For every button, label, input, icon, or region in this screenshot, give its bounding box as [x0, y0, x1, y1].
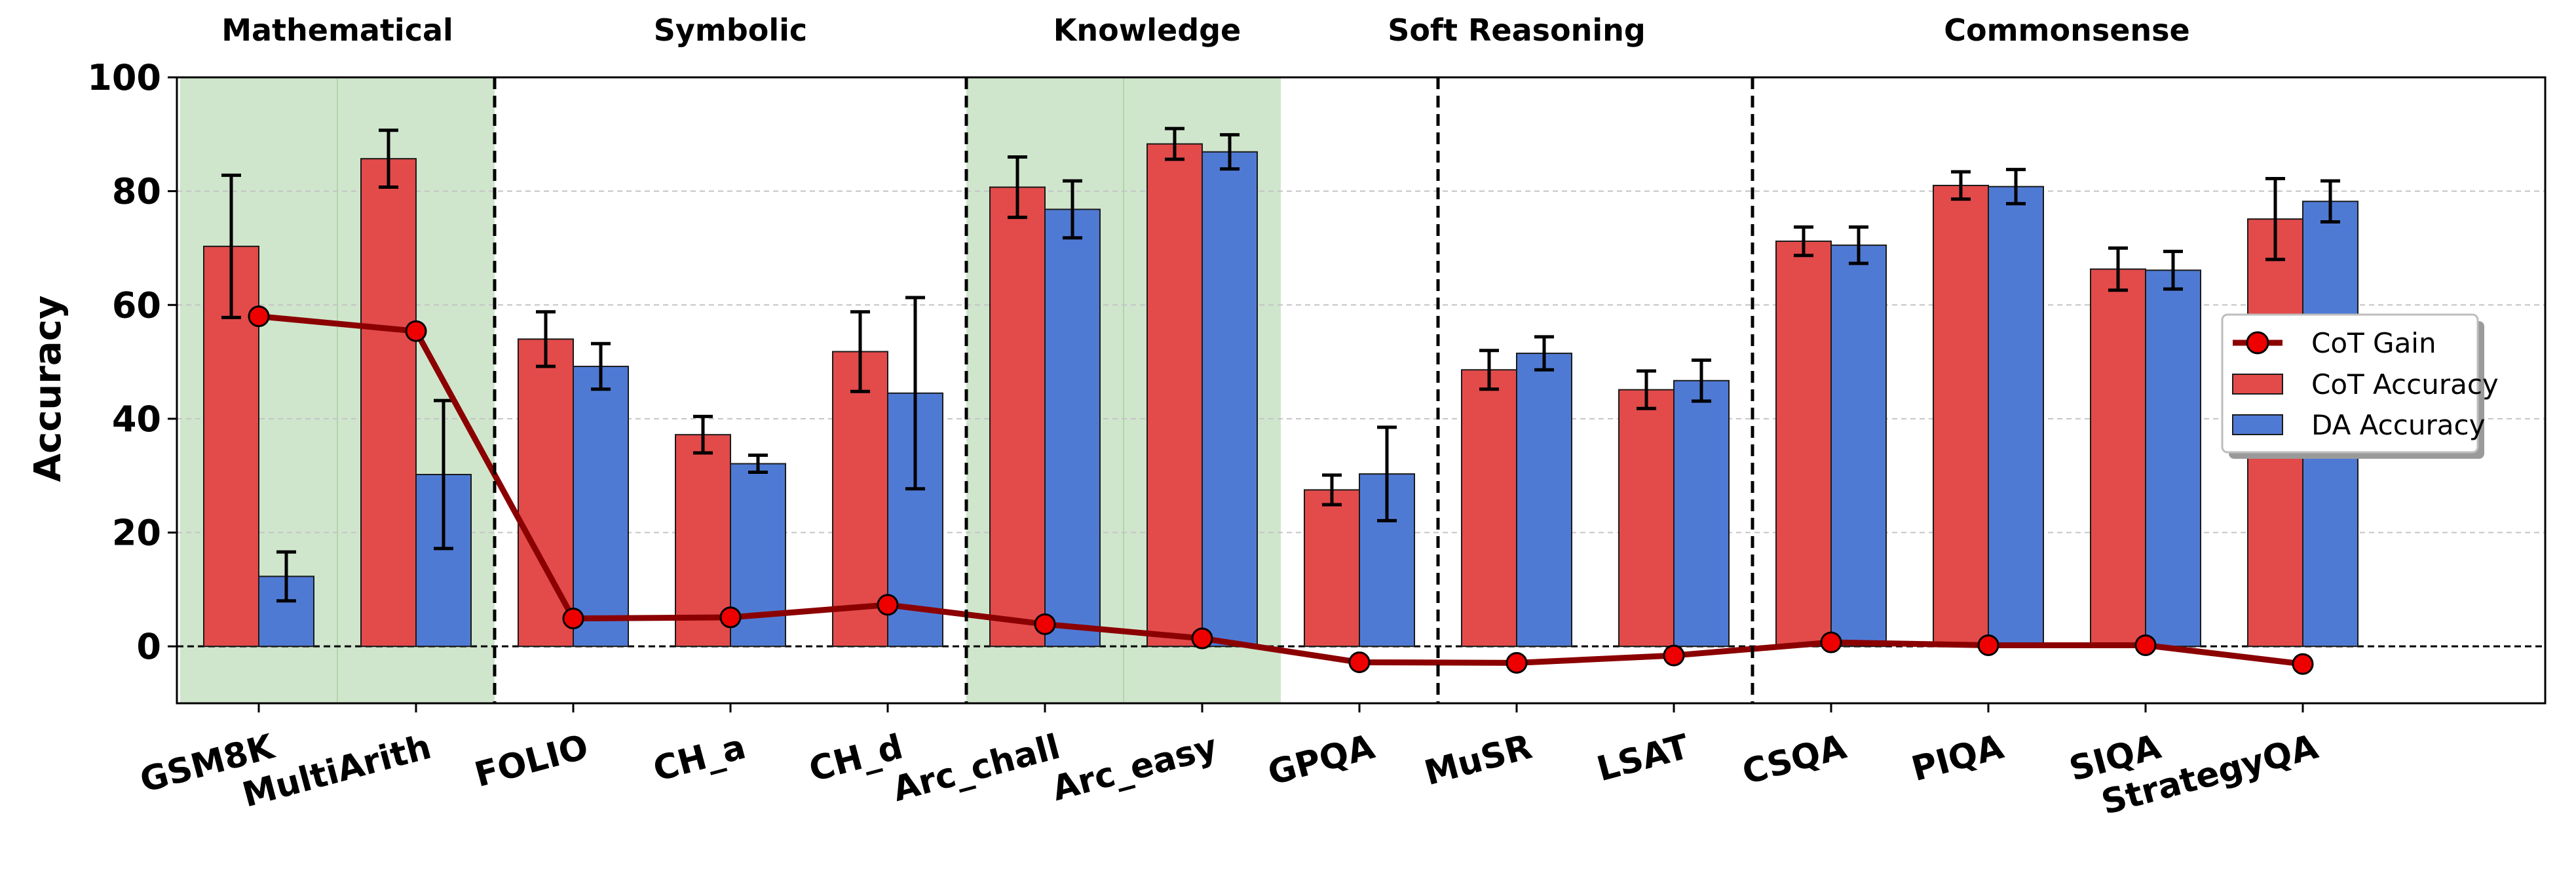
- cot-gain-line: [258, 313, 2303, 667]
- y-tick-label-60: 60: [112, 284, 161, 326]
- y-axis-title: Accuracy: [27, 296, 69, 482]
- cot-accuracy-bar-csqa: [1775, 241, 1832, 648]
- cot-accuracy-bar-siqa: [2090, 268, 2146, 648]
- x-tick-label-piqa: PIQA: [1908, 728, 2008, 790]
- cot-accuracy-bar-piqa: [1933, 184, 1989, 648]
- group-label-knowledge: Knowledge: [1053, 12, 1241, 48]
- cot-gain-point-gsm8k: [248, 305, 270, 328]
- x-tick-label-arc_easy: Arc_easy: [1048, 728, 1222, 809]
- cot-gain-point-strategyqa: [2292, 653, 2314, 675]
- da-accuracy-bar-arc_chall: [1044, 208, 1101, 648]
- x-tick-label-folio: FOLIO: [470, 728, 592, 796]
- x-tick-label-lsat: LSAT: [1593, 727, 1693, 789]
- x-tick-label-ch_a: CH_a: [649, 728, 749, 790]
- cot-gain-point-gpqa: [1348, 651, 1371, 673]
- y-tick-label-100: 100: [87, 57, 161, 98]
- y-tick-label-40: 40: [112, 398, 161, 440]
- da-accuracy-bar-piqa: [1988, 185, 2044, 648]
- y-tick-label-20: 20: [112, 513, 161, 554]
- legend-cot-gain-marker-swatch: [2246, 331, 2269, 355]
- cot-accuracy-bar-arc_easy: [1146, 143, 1203, 648]
- cot-gain-point-arc_chall: [1034, 613, 1056, 635]
- group-labels-layer: Mathematical Symbolic Knowledge Soft Reason…: [221, 12, 2190, 48]
- da-accuracy-bar-folio: [573, 366, 629, 648]
- plot-frame: [176, 76, 2547, 705]
- cot-gain-point-siqa: [2134, 634, 2157, 656]
- cot-gain-point-arc_easy: [1191, 627, 1213, 650]
- group-label-commonsense: Commonsense: [1944, 12, 2189, 48]
- cot-gain-point-musr: [1506, 651, 1528, 674]
- cot-accuracy-bar-arc_chall: [989, 186, 1046, 648]
- da-accuracy-bar-siqa: [2145, 269, 2201, 648]
- cot-accuracy-bar-gpqa: [1304, 489, 1360, 648]
- da-accuracy-bar-arc_easy: [1202, 151, 1258, 648]
- cot-accuracy-bar-lsat: [1618, 389, 1675, 648]
- cot-gain-point-piqa: [1977, 634, 1999, 656]
- da-accuracy-bar-csqa: [1830, 244, 1887, 648]
- legend-cot-accuracy-swatch: [2232, 374, 2283, 395]
- cot-gain-point-multiarith: [405, 320, 427, 342]
- cot-gain-point-ch_d: [877, 594, 899, 616]
- legend-label-da-accuracy: DA Accuracy: [2311, 409, 2485, 441]
- separators-layer: [493, 77, 1754, 703]
- group-label-symbolic: Symbolic: [654, 12, 807, 48]
- cot-accuracy-bar-ch_d: [832, 351, 888, 648]
- legend-label-cot-accuracy: CoT Accuracy: [2311, 368, 2499, 400]
- x-tick-label-gpqa: GPQA: [1264, 728, 1378, 794]
- group-label-soft-reasoning: Soft Reasoning: [1388, 12, 1646, 48]
- x-tick-label-arc_chall: Arc_chall: [888, 728, 1064, 810]
- cot-gain-point-csqa: [1820, 631, 1842, 653]
- cot-accuracy-bar-musr: [1461, 369, 1517, 648]
- cot-gain-point-lsat: [1663, 644, 1685, 667]
- cot-gain-point-folio: [562, 608, 584, 630]
- da-accuracy-bar-musr: [1516, 353, 1572, 648]
- cot-accuracy-bar-multiarith: [360, 158, 417, 648]
- x-tick-label-musr: MuSR: [1420, 728, 1536, 794]
- legend-da-accuracy-swatch: [2232, 414, 2283, 435]
- legend: CoT Gain CoT Accuracy DA Accuracy: [2221, 313, 2499, 459]
- cot-gain-point-ch_a: [719, 606, 742, 629]
- legend-label-cot-gain: CoT Gain: [2311, 327, 2436, 359]
- y-tick-label-0: 0: [136, 626, 161, 667]
- cot-gain-line-layer: [248, 305, 2314, 675]
- legend-box: [2221, 313, 2479, 454]
- da-accuracy-bar-lsat: [1673, 379, 1730, 648]
- group-label-mathematical: Mathematical: [221, 12, 453, 48]
- x-tick-label-csqa: CSQA: [1738, 728, 1850, 793]
- y-tick-label-80: 80: [112, 171, 161, 212]
